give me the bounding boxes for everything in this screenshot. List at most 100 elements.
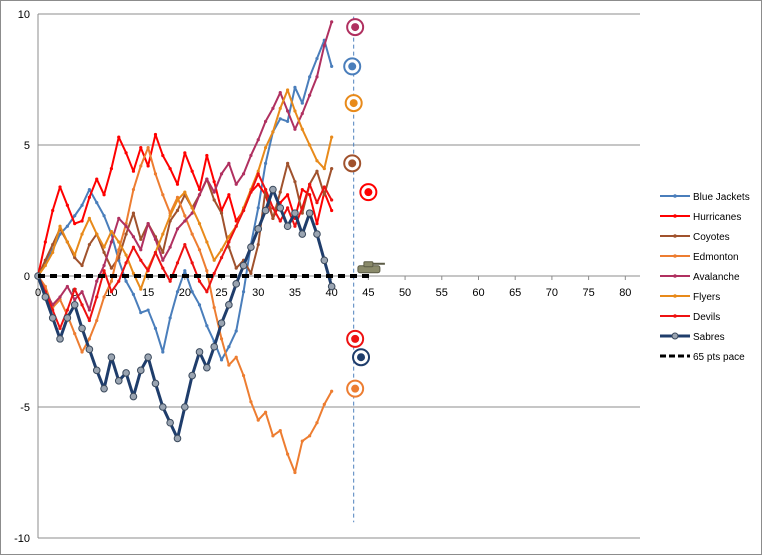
series-point-sabres bbox=[298, 230, 307, 238]
series-point-flyers bbox=[271, 130, 275, 134]
series-point-edmonton bbox=[73, 332, 77, 336]
legend-marker-coyotes bbox=[673, 234, 677, 238]
series-point-avalanche bbox=[300, 111, 304, 116]
series-point-coyotes bbox=[234, 266, 238, 270]
series-point-sabres bbox=[166, 418, 174, 427]
series-point-coyotes bbox=[73, 256, 77, 260]
series-point-sabres bbox=[195, 348, 204, 356]
series-point-edmonton bbox=[249, 400, 253, 404]
hurricanes-logo-center-icon bbox=[364, 188, 373, 197]
series-point-sabres bbox=[136, 366, 145, 375]
legend-label-coyotes: Coyotes bbox=[693, 232, 730, 243]
series-point-blue-jackets bbox=[153, 326, 158, 330]
flyers-logo-center-icon bbox=[349, 99, 358, 108]
series-point-hurricanes bbox=[286, 193, 290, 197]
series-point-edmonton bbox=[117, 248, 121, 252]
avalanche-logo-center-icon bbox=[351, 23, 360, 32]
series-point-devils bbox=[293, 224, 297, 228]
series-point-hurricanes bbox=[73, 222, 77, 226]
y-tick-label--10: -10 bbox=[14, 533, 30, 545]
series-point-sabres bbox=[129, 392, 138, 401]
series-point-flyers bbox=[219, 248, 224, 252]
x-tick-label-15: 15 bbox=[142, 287, 154, 299]
series-point-flyers bbox=[168, 214, 172, 218]
series-point-coyotes bbox=[131, 211, 136, 215]
series-point-flyers bbox=[109, 229, 114, 234]
series-point-hurricanes bbox=[109, 166, 114, 171]
series-point-sabres bbox=[70, 301, 79, 309]
series-point-coyotes bbox=[102, 250, 106, 255]
x-tick-label-65: 65 bbox=[509, 287, 521, 299]
series-point-hurricanes bbox=[183, 151, 187, 155]
series-point-coyotes bbox=[87, 242, 91, 247]
series-point-devils bbox=[227, 240, 231, 244]
series-point-avalanche bbox=[219, 172, 224, 176]
series-point-blue-jackets bbox=[190, 290, 194, 294]
series-point-blue-jackets bbox=[308, 75, 312, 79]
series-point-devils bbox=[109, 290, 114, 294]
legend-label-edmonton: Edmonton bbox=[693, 252, 739, 263]
series-point-avalanche bbox=[168, 245, 172, 249]
x-tick-label-20: 20 bbox=[179, 287, 191, 299]
series-point-edmonton bbox=[197, 248, 202, 252]
series-point-hurricanes bbox=[227, 193, 231, 197]
series-point-sabres bbox=[78, 324, 86, 333]
series-point-sabres bbox=[313, 230, 321, 238]
series-point-sabres bbox=[203, 363, 211, 372]
series-point-flyers bbox=[190, 206, 194, 210]
series-point-sabres bbox=[217, 319, 226, 327]
series-point-hurricanes bbox=[102, 193, 106, 197]
series-point-edmonton bbox=[322, 402, 326, 406]
series-point-devils bbox=[168, 279, 172, 283]
series-point-hurricanes bbox=[330, 208, 334, 213]
series-point-blue-jackets bbox=[227, 345, 231, 349]
series-point-devils bbox=[102, 269, 106, 273]
series-point-flyers bbox=[161, 232, 165, 236]
series-point-edmonton bbox=[146, 146, 150, 150]
series-point-coyotes bbox=[219, 211, 224, 215]
series-point-sabres bbox=[320, 256, 329, 265]
series-point-blue-jackets bbox=[278, 117, 282, 121]
series-point-sabres bbox=[173, 434, 182, 443]
series-point-avalanche bbox=[95, 279, 99, 283]
series-point-sabres bbox=[261, 206, 270, 215]
series-point-edmonton bbox=[219, 337, 224, 341]
series-point-flyers bbox=[278, 106, 282, 110]
sabres-logo-center-icon bbox=[357, 353, 366, 362]
series-point-hurricanes bbox=[161, 153, 165, 158]
series-point-blue-jackets bbox=[102, 214, 106, 218]
series-point-devils bbox=[315, 201, 319, 205]
series-point-avalanche bbox=[175, 227, 180, 231]
series-point-blue-jackets bbox=[139, 311, 143, 315]
series-point-devils bbox=[197, 279, 202, 283]
legend-label-blue-jackets: Blue Jackets bbox=[693, 192, 750, 203]
x-tick-label-70: 70 bbox=[546, 287, 558, 299]
series-point-hurricanes bbox=[58, 185, 62, 189]
series-point-coyotes bbox=[161, 250, 165, 255]
series-point-devils bbox=[249, 190, 253, 194]
series-point-blue-jackets bbox=[263, 161, 268, 165]
series-point-edmonton bbox=[293, 470, 297, 475]
series-point-edmonton bbox=[286, 452, 290, 456]
series-point-sabres bbox=[239, 261, 248, 270]
series-point-hurricanes bbox=[146, 164, 150, 168]
series-point-edmonton bbox=[153, 172, 158, 176]
series-point-blue-jackets bbox=[256, 206, 260, 210]
y-tick-label-10: 10 bbox=[18, 9, 30, 21]
series-point-devils bbox=[205, 290, 209, 294]
series-point-avalanche bbox=[146, 222, 150, 226]
series-point-edmonton bbox=[43, 284, 47, 289]
series-point-devils bbox=[95, 295, 99, 299]
series-point-edmonton bbox=[131, 187, 136, 192]
series-point-coyotes bbox=[322, 193, 326, 197]
series-point-flyers bbox=[175, 198, 180, 202]
series-point-edmonton bbox=[212, 305, 216, 310]
series-point-edmonton bbox=[315, 421, 319, 425]
series-point-sabres bbox=[283, 222, 292, 231]
series-point-devils bbox=[234, 224, 238, 228]
series-point-flyers bbox=[58, 224, 62, 228]
series-point-sabres bbox=[254, 225, 263, 233]
series-point-devils bbox=[271, 206, 275, 210]
series-point-edmonton bbox=[95, 318, 99, 323]
series-point-edmonton bbox=[241, 373, 246, 378]
